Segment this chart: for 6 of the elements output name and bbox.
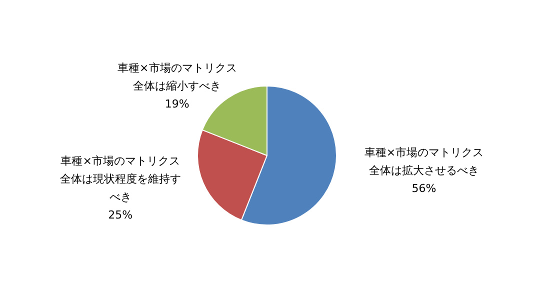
data-label: 19% — [164, 97, 190, 110]
slice-label: 車種×市場のマトリクス全体は縮小すべき — [118, 61, 237, 92]
data-label: 25% — [108, 208, 133, 222]
slice-label: 車種×市場のマトリクス全体は拡大させるべき — [364, 146, 484, 177]
data-label: 56% — [412, 182, 436, 195]
slice-label: 車種×市場のマトリクス全体は現状程度を維持すべき — [60, 154, 181, 204]
